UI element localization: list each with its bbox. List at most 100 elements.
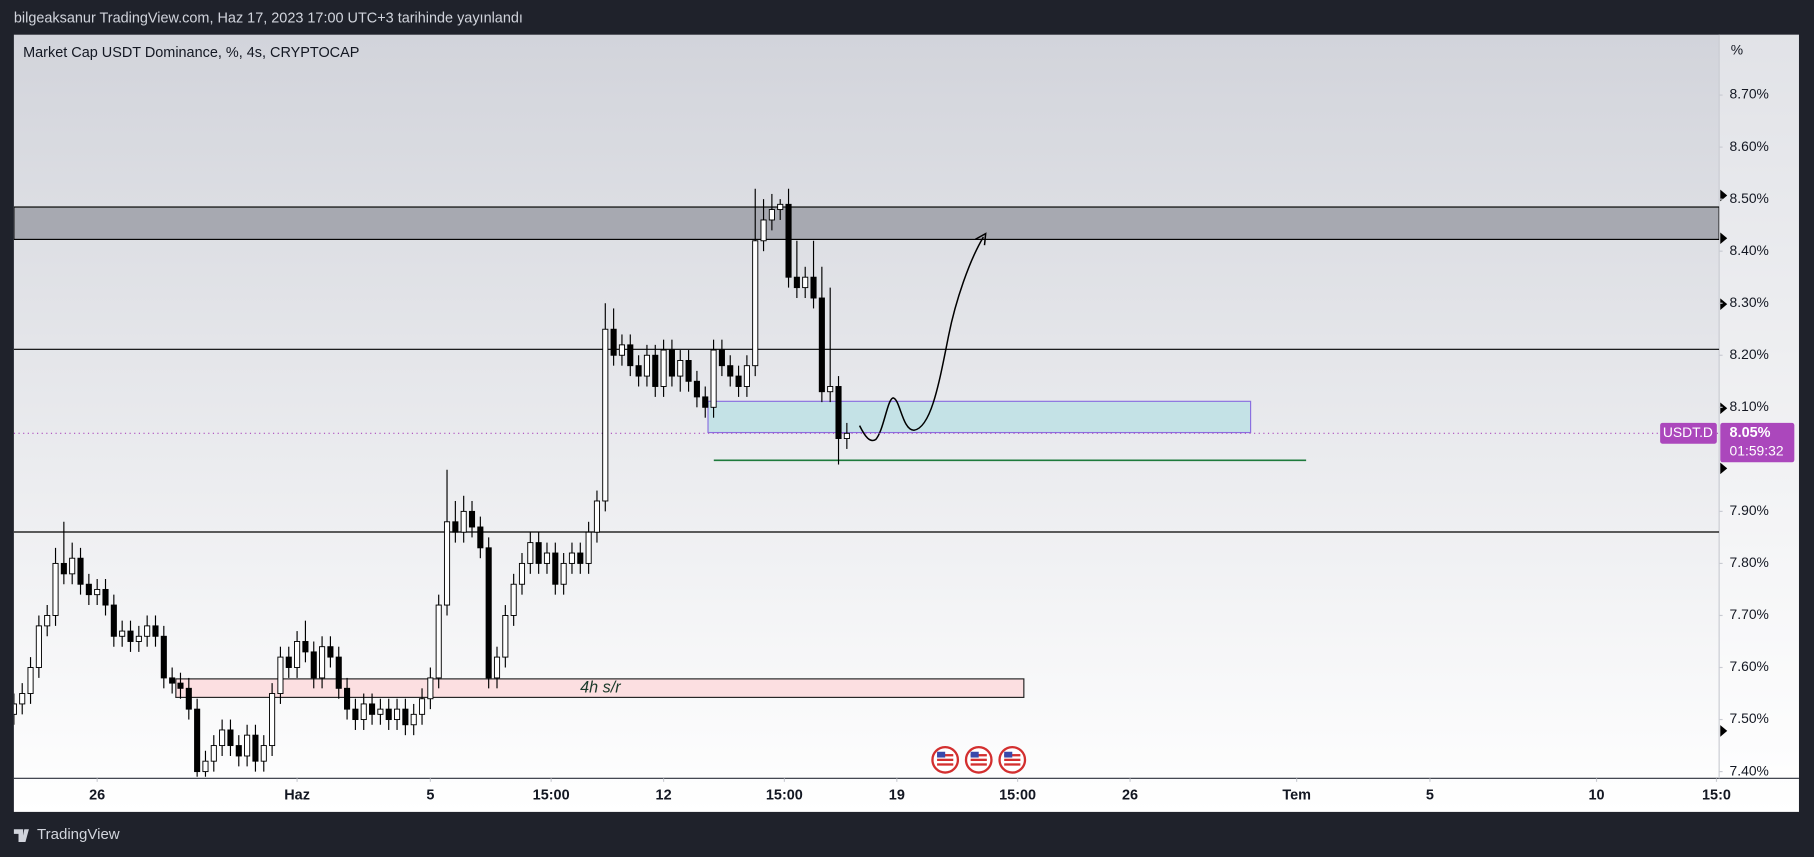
x-tick-label: 19 — [889, 788, 905, 804]
candle-body — [710, 349, 717, 408]
candle-body — [652, 354, 659, 387]
x-tick-label: 15:00 — [533, 788, 570, 804]
candle-body — [69, 557, 76, 575]
candle-body — [427, 677, 434, 700]
last-price-label: 8.05% — [1730, 425, 1771, 441]
price-axis-markers — [1720, 189, 1728, 737]
candle-body — [502, 615, 509, 658]
candle-body — [818, 297, 825, 393]
x-tick-label: 26 — [1122, 788, 1138, 804]
candle-body — [802, 276, 809, 289]
candle-body — [793, 276, 800, 289]
y-tick-label: 8.60% — [1730, 138, 1769, 154]
candle-body — [102, 588, 109, 606]
candle-body — [27, 667, 34, 694]
candle-body — [227, 729, 234, 747]
candle-body — [319, 646, 326, 679]
candle-body — [527, 542, 534, 564]
x-tick-label: Haz — [284, 788, 310, 804]
x-tick-label: 15:00 — [766, 788, 803, 804]
candle-body — [210, 745, 217, 762]
candle-body — [493, 656, 501, 679]
candle-body — [535, 542, 542, 564]
candle-body — [627, 344, 634, 367]
candle-body — [552, 552, 559, 585]
candle-body — [752, 240, 759, 367]
y-tick-label: 8.20% — [1730, 346, 1769, 362]
brand-name: TradingView — [37, 826, 120, 843]
candle-body — [760, 219, 767, 242]
candle-body — [260, 745, 267, 762]
candle-body — [252, 734, 259, 762]
candle-body — [185, 687, 192, 710]
x-tick-label: Tem — [1282, 788, 1311, 804]
support-box — [707, 400, 1252, 434]
price-unit: % — [1731, 42, 1743, 58]
candle-body — [510, 583, 517, 616]
candle-body — [110, 604, 117, 637]
candle-body — [468, 510, 476, 528]
publish-caption: bilgeaksanur TradingView.com, Haz 17, 20… — [14, 10, 523, 26]
x-tick-label: 15:00 — [999, 788, 1036, 804]
candle-body — [302, 641, 309, 653]
chart-title: Market Cap USDT Dominance, %, 4s, CRYPTO… — [23, 45, 359, 61]
candle-body — [402, 708, 409, 726]
candle-body — [194, 708, 201, 773]
x-tick-label: 10 — [1588, 788, 1604, 804]
candle-body — [518, 562, 526, 585]
candle-body — [835, 386, 842, 439]
y-tick-label: 8.30% — [1730, 294, 1769, 310]
x-tick-label: 5 — [426, 788, 434, 804]
plot-area: 4h s/r — [13, 188, 1720, 777]
candle-body — [768, 209, 775, 221]
brand: TradingView — [13, 826, 120, 843]
candle-body — [327, 646, 334, 658]
candle-body — [743, 365, 750, 387]
candle-body — [377, 708, 384, 715]
candle-body — [202, 760, 209, 773]
candle-body — [285, 656, 292, 668]
candle-body — [643, 354, 650, 377]
candle-body — [177, 682, 184, 689]
y-tick-label: 8.70% — [1730, 86, 1769, 102]
resistance-zone — [13, 206, 1720, 240]
candle-body — [452, 521, 459, 533]
candle-body — [602, 328, 609, 502]
candle-body — [152, 625, 159, 637]
candle-body — [277, 656, 284, 694]
candle-body — [219, 729, 226, 747]
candle-body — [585, 531, 592, 564]
candle-body — [785, 203, 792, 278]
bar-countdown: 01:59:32 — [1730, 443, 1784, 459]
candle-body — [843, 432, 850, 439]
candle-body — [810, 276, 817, 299]
symbol-tag-bg — [1660, 422, 1717, 444]
symbol-tag: USDT.D — [1663, 424, 1713, 440]
candle-body — [460, 510, 467, 533]
candle-body — [560, 562, 567, 585]
candle-body — [60, 562, 67, 575]
price-axis — [1719, 34, 1799, 779]
projection-arrow — [858, 236, 984, 442]
y-tick-label: 7.50% — [1730, 710, 1769, 726]
candle-body — [119, 630, 126, 637]
candle-body — [677, 360, 684, 377]
event-flag — [964, 745, 993, 774]
candle-body — [35, 625, 42, 668]
candle-body — [593, 500, 601, 533]
candle-body — [435, 604, 442, 679]
y-tick-label: 7.70% — [1730, 606, 1769, 622]
candle-body — [77, 557, 84, 585]
candle-body — [127, 630, 134, 642]
x-tick-label: 15:0 — [1702, 788, 1731, 804]
candle-body — [777, 203, 784, 211]
candle-body — [418, 698, 426, 715]
candle-body — [310, 651, 317, 679]
candle-body — [827, 386, 834, 393]
candle-body — [618, 344, 625, 356]
y-tick-label: 8.10% — [1730, 398, 1769, 414]
candle-body — [160, 635, 167, 679]
y-tick-label: 8.40% — [1730, 242, 1769, 258]
candle-body — [52, 562, 59, 616]
candle-body — [635, 365, 642, 377]
